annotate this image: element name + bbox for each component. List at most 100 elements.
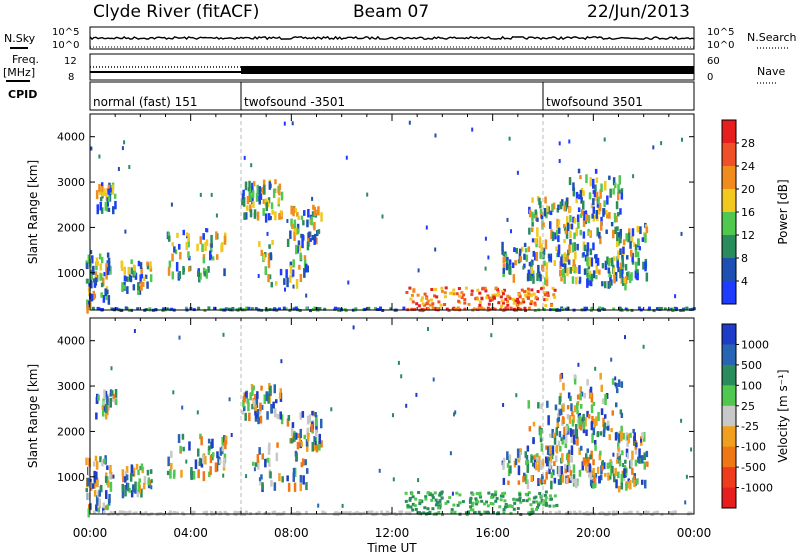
data-cell — [490, 495, 494, 499]
data-cell — [559, 374, 562, 380]
data-cell — [248, 180, 251, 188]
data-cell — [613, 212, 617, 223]
data-cell — [638, 448, 641, 459]
data-cell — [641, 237, 645, 242]
data-cell — [140, 285, 143, 291]
data-cell — [408, 496, 412, 500]
data-cell — [526, 287, 530, 291]
data-cell — [107, 295, 111, 305]
data-cell — [139, 274, 142, 284]
data-cell — [290, 438, 293, 444]
data-cell — [425, 225, 428, 230]
data-cell — [590, 404, 594, 414]
data-cell — [618, 232, 621, 238]
data-cell — [200, 436, 203, 446]
data-cell — [570, 429, 573, 437]
data-cell — [585, 453, 588, 462]
data-cell — [560, 408, 563, 416]
data-cell — [427, 327, 429, 331]
data-cell — [604, 281, 607, 289]
data-cell — [544, 277, 547, 286]
data-cell — [109, 511, 113, 515]
data-cell — [140, 463, 144, 471]
data-cell — [559, 475, 562, 485]
data-cell — [86, 304, 89, 314]
data-cell — [527, 400, 530, 409]
data-cell — [150, 485, 153, 490]
data-cell — [114, 200, 117, 210]
data-cell — [527, 269, 531, 275]
data-cell — [257, 510, 261, 514]
data-cell — [274, 408, 277, 418]
data-cell — [504, 297, 508, 301]
data-cell — [567, 452, 570, 463]
data-cell — [483, 286, 487, 290]
data-cell — [583, 392, 586, 399]
data-cell — [524, 248, 528, 253]
data-cell — [519, 448, 522, 455]
data-cell — [254, 394, 257, 402]
data-cell — [558, 159, 561, 163]
data-cell — [544, 239, 548, 250]
data-cell — [244, 510, 248, 514]
data-cell — [243, 155, 246, 160]
data-cell — [502, 462, 505, 470]
data-cell — [573, 217, 577, 224]
data-cell — [536, 456, 539, 462]
data-cell — [173, 511, 177, 515]
data-cell — [585, 214, 588, 221]
data-cell — [105, 490, 108, 500]
data-cell — [617, 447, 620, 452]
data-cell — [562, 382, 565, 391]
data-cell — [300, 215, 304, 221]
data-cell — [556, 465, 560, 475]
data-cell — [535, 211, 538, 222]
data-cell — [530, 475, 533, 483]
data-cell — [634, 270, 638, 279]
data-cell — [512, 274, 516, 283]
data-cell — [562, 268, 565, 278]
data-cell — [558, 141, 561, 146]
data-cell — [244, 181, 248, 191]
data-cell — [405, 291, 409, 294]
data-cell — [480, 297, 484, 301]
data-cell — [542, 222, 545, 228]
data-cell — [572, 182, 575, 191]
data-cell — [307, 209, 310, 218]
colorbar-swatch — [722, 364, 736, 386]
data-cell — [92, 290, 95, 301]
data-cell — [549, 221, 552, 229]
data-cell — [557, 219, 561, 226]
data-cell — [550, 229, 553, 240]
data-cell — [560, 466, 563, 476]
data-cell — [137, 469, 140, 476]
data-cell — [125, 466, 129, 474]
colorbar-swatch — [722, 405, 736, 427]
data-cell — [428, 303, 432, 307]
data-cell — [132, 284, 136, 291]
x-tick-label: 08:00 — [274, 526, 309, 540]
data-cell — [404, 511, 408, 515]
data-cell — [625, 482, 628, 491]
data-cell — [617, 266, 620, 273]
data-cell — [120, 260, 123, 268]
data-cell — [589, 511, 593, 515]
data-cell — [573, 264, 577, 273]
data-cell — [652, 511, 656, 515]
data-cell — [418, 499, 422, 503]
data-cell — [523, 253, 526, 260]
data-cell — [308, 231, 311, 237]
data-cell — [557, 440, 561, 447]
data-cell — [536, 196, 540, 202]
data-cell — [624, 335, 626, 340]
data-cell — [572, 480, 576, 487]
data-cell — [599, 235, 602, 245]
data-cell — [576, 419, 580, 424]
data-cell — [528, 227, 531, 235]
data-cell — [478, 303, 482, 307]
data-cell — [595, 275, 598, 280]
data-cell — [564, 229, 568, 235]
data-cell — [619, 208, 622, 215]
data-cell — [176, 511, 179, 515]
data-cell — [528, 209, 532, 218]
